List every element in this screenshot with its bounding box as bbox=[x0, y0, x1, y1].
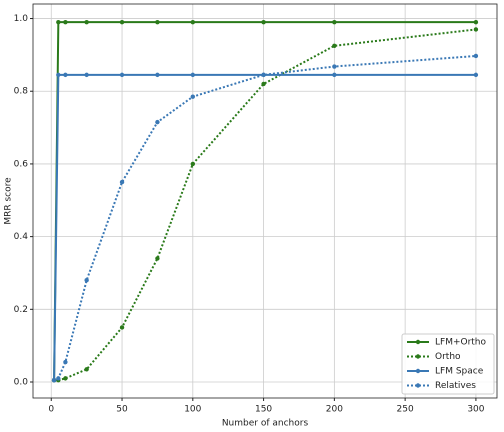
point bbox=[155, 72, 160, 78]
point bbox=[119, 19, 125, 25]
legend-label: LFM+Ortho bbox=[435, 338, 487, 348]
y-tick-label: 0.8 bbox=[14, 87, 29, 97]
point bbox=[56, 376, 61, 381]
point bbox=[190, 19, 196, 25]
point bbox=[190, 72, 196, 78]
series-line bbox=[53, 54, 476, 382]
point bbox=[84, 278, 89, 283]
legend-label: Relatives bbox=[435, 381, 476, 391]
legend-marker bbox=[415, 354, 421, 359]
point bbox=[473, 19, 479, 25]
point bbox=[63, 72, 68, 78]
legend-marker bbox=[415, 339, 421, 345]
point bbox=[63, 359, 68, 365]
legend-box bbox=[401, 333, 495, 395]
point bbox=[473, 27, 479, 32]
series-line bbox=[53, 73, 476, 381]
point bbox=[332, 19, 337, 25]
point bbox=[56, 19, 61, 25]
point bbox=[190, 161, 196, 167]
legend-marker bbox=[415, 383, 421, 388]
legend-label: LFM Space bbox=[435, 367, 484, 377]
legend-marker bbox=[415, 368, 421, 374]
point bbox=[155, 119, 160, 125]
point bbox=[63, 19, 68, 25]
x-axis-label: Number of anchors bbox=[222, 419, 309, 429]
y-tick-label: 0.6 bbox=[14, 159, 29, 169]
series-line bbox=[53, 21, 476, 381]
point bbox=[332, 64, 337, 69]
x-tick-label: 250 bbox=[397, 405, 414, 415]
point bbox=[332, 43, 337, 48]
y-tick-label: 0.0 bbox=[14, 378, 29, 388]
point bbox=[261, 19, 266, 25]
point bbox=[155, 256, 160, 261]
point bbox=[63, 376, 68, 381]
series-line bbox=[54, 28, 477, 382]
x-tick-label: 200 bbox=[326, 405, 343, 415]
x-tick-label: 0 bbox=[48, 405, 54, 415]
point bbox=[84, 19, 89, 25]
y-tick-label: 1.0 bbox=[14, 14, 29, 24]
point bbox=[119, 179, 125, 185]
legend-label: Ortho bbox=[435, 352, 461, 362]
x-tick-label: 150 bbox=[255, 405, 272, 415]
y-tick-label: 0.2 bbox=[14, 305, 28, 315]
y-axis-label: MRR score bbox=[4, 177, 14, 225]
point bbox=[84, 72, 89, 78]
point bbox=[190, 94, 196, 99]
point bbox=[119, 325, 125, 330]
plot-frame bbox=[32, 3, 498, 399]
point bbox=[261, 72, 266, 78]
x-tick-label: 300 bbox=[467, 405, 484, 415]
x-tick-label: 100 bbox=[184, 405, 201, 415]
x-tick-label: 50 bbox=[116, 405, 128, 415]
point bbox=[261, 81, 266, 87]
point bbox=[51, 377, 57, 383]
point bbox=[473, 53, 479, 59]
point bbox=[119, 72, 125, 78]
point bbox=[84, 367, 89, 372]
point bbox=[56, 72, 61, 78]
y-tick-label: 0.4 bbox=[14, 232, 29, 242]
point bbox=[332, 72, 337, 78]
point bbox=[155, 19, 160, 25]
point bbox=[473, 72, 479, 78]
